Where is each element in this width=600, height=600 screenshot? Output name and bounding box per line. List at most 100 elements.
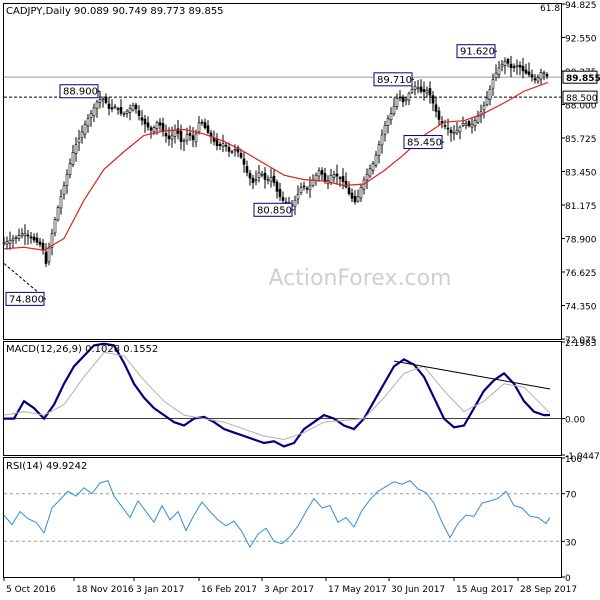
candle-body	[5, 241, 9, 245]
candle-body	[221, 143, 225, 147]
candle-body	[389, 113, 393, 121]
candle-body	[347, 187, 351, 194]
candle-body	[338, 177, 342, 179]
candle-body	[62, 185, 66, 195]
candle-body	[320, 170, 324, 175]
candle-body	[407, 92, 411, 101]
candle-body	[188, 133, 192, 136]
candle-body	[515, 65, 519, 68]
candle-body	[449, 129, 453, 134]
x-tick-label: 28 Sep 2017	[520, 585, 577, 595]
candle-body	[416, 87, 420, 90]
candle-body	[509, 63, 513, 68]
candle-body	[533, 78, 537, 81]
candle-body	[194, 133, 198, 143]
candle-body	[215, 139, 219, 147]
annotation-box	[373, 72, 413, 87]
candle-body	[26, 234, 30, 237]
candle-body	[446, 127, 450, 130]
candle-body	[377, 144, 381, 156]
rsi-layer	[3, 479, 561, 549]
x-tick-label: 3 Apr 2017	[264, 585, 314, 595]
rsi-title: RSI(14) 49.9242	[6, 461, 87, 472]
candle-body	[455, 129, 459, 134]
candle-body	[302, 185, 306, 188]
candle-body	[245, 166, 249, 173]
x-tick-label: 3 Jan 2017	[136, 585, 184, 595]
candle-body	[29, 236, 33, 239]
price-tag-box	[562, 70, 598, 84]
candle-body	[89, 113, 93, 118]
candle-body	[176, 128, 180, 134]
candle-body	[497, 67, 501, 75]
candle-body	[305, 187, 309, 190]
candle-body	[38, 241, 42, 245]
candle-body	[149, 127, 153, 131]
x-tick-label: 18 Nov 2016	[76, 585, 134, 595]
candle-body	[80, 131, 84, 139]
candle-body	[44, 251, 48, 264]
candle-body	[191, 135, 195, 141]
candle-body	[410, 88, 414, 93]
candle-body	[419, 86, 423, 92]
candle-body	[32, 236, 36, 241]
candle-body	[83, 124, 87, 135]
price-ytick-label: 94.825	[565, 1, 597, 11]
macd-signal-line	[3, 351, 551, 441]
candle-body	[512, 66, 516, 68]
candle-body	[272, 175, 276, 183]
x-tick-label: 5 Oct 2016	[6, 585, 56, 595]
candle-body	[263, 172, 267, 180]
candle-body	[224, 145, 228, 147]
price-tag-label: 89.855	[566, 74, 600, 84]
candle-body	[491, 79, 495, 89]
price-ytick-label: 83.450	[565, 169, 597, 179]
annotation-box	[403, 135, 443, 150]
candle-body	[494, 72, 498, 78]
price-ytick-label: 88.000	[565, 102, 597, 112]
moving-average-line	[3, 81, 549, 251]
candle-body	[374, 154, 378, 166]
candle-body	[488, 88, 492, 101]
candle-body	[59, 196, 63, 209]
macd-line	[4, 342, 551, 448]
candle-body	[257, 172, 261, 178]
candle-body	[353, 195, 357, 203]
candle-body	[200, 121, 204, 124]
candle-body	[476, 115, 480, 123]
candle-body	[242, 158, 246, 165]
candle-body	[434, 104, 438, 112]
rsi-line	[3, 479, 551, 549]
candle-body	[506, 59, 510, 64]
candle-body	[146, 122, 150, 128]
annotation-box	[456, 44, 496, 59]
candle-body	[521, 65, 525, 72]
candle-body	[254, 179, 258, 182]
annotation-label: 88.900	[63, 87, 98, 98]
candle-body	[332, 174, 336, 178]
corner-value: 61.8	[540, 4, 560, 14]
x-tick-label: 15 Aug 2017	[456, 585, 514, 595]
macd-ytick-label: 0.00	[565, 416, 585, 426]
macd-ytick-label: -1.0447	[565, 452, 600, 462]
candle-body	[359, 186, 363, 199]
candle-body	[206, 125, 210, 133]
candle-body	[251, 177, 255, 183]
candle-body	[116, 108, 120, 110]
candle-body	[371, 163, 375, 171]
x-tick-label: 17 May 2017	[328, 585, 387, 595]
candle-body	[236, 147, 240, 153]
watermark: ActionForex.com	[269, 266, 452, 291]
candle-body	[269, 177, 273, 182]
candle-body	[518, 64, 522, 68]
price-ytick-label: 74.350	[565, 303, 597, 313]
candle-body	[404, 98, 408, 101]
candle-body	[104, 96, 108, 103]
candle-body	[239, 153, 243, 158]
candle-body	[293, 199, 297, 207]
annotation-box	[5, 291, 45, 306]
macd-layer	[3, 342, 561, 448]
candle-body	[356, 196, 360, 202]
candle-body	[380, 134, 384, 146]
